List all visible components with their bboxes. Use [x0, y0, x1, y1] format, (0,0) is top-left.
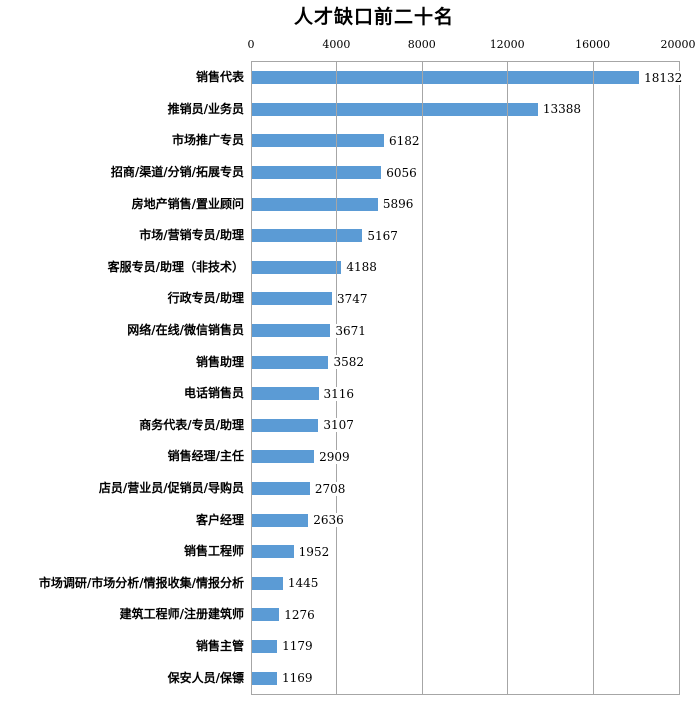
bar-rows: 18132 13388 6182 6056 5896 5167 4188 3747 3671 35…	[252, 62, 683, 694]
category-label: 商务代表/专员/助理	[139, 417, 244, 432]
bar-row: 3107	[252, 410, 679, 442]
bar[interactable]	[252, 292, 332, 306]
category-label: 房地产销售/置业顾问	[131, 196, 244, 211]
x-axis-tick-label: 8000	[407, 38, 436, 51]
category-label: 销售主管	[195, 638, 244, 653]
value-label: 1952	[298, 544, 330, 559]
value-label: 3582	[333, 355, 365, 370]
category-label: 客服专员/助理（非技术）	[107, 259, 244, 274]
bar[interactable]	[252, 166, 382, 180]
value-label: 5167	[367, 228, 398, 243]
bar[interactable]	[252, 545, 294, 559]
category-label: 店员/营业员/促销员/导购员	[98, 481, 244, 496]
bar-row: 6182	[252, 125, 679, 157]
bar[interactable]	[252, 608, 280, 622]
value-label: 2909	[319, 449, 350, 464]
value-label: 3107	[323, 418, 354, 433]
category-axis: 销售代表推销员/业务员 市场推广专员招商/渠道/分销/拓展专员房地产销售/置业顾问…	[0, 61, 245, 693]
value-label: 4188	[346, 260, 377, 275]
x-axis: 0 4000 8000 12000 16000 20000	[247, 38, 695, 53]
value-label: 5896	[382, 197, 414, 212]
bar[interactable]	[252, 324, 331, 338]
value-label: 1445	[287, 576, 319, 591]
x-axis-tick-label: 16000	[575, 38, 611, 51]
value-label: 1169	[281, 671, 313, 686]
value-label: 1179	[282, 639, 313, 654]
category-label: 招商/渠道/分销/拓展专员	[110, 165, 244, 180]
bar[interactable]	[252, 197, 378, 211]
bar[interactable]	[252, 418, 319, 432]
bar-row: 5896	[252, 188, 679, 220]
gridline	[421, 62, 423, 694]
bar-row: 3671	[252, 315, 679, 347]
value-label: 3747	[336, 291, 368, 306]
value-label: 2636	[313, 513, 344, 528]
category-label: 市场/营销专员/助理	[139, 228, 244, 243]
value-label: 18132	[644, 70, 683, 85]
value-label: 3671	[335, 323, 366, 338]
bar-row: 5167	[252, 220, 679, 252]
value-label: 1276	[284, 607, 315, 622]
bar[interactable]	[252, 482, 310, 496]
category-label: 市场调研/市场分析/情报收集/情报分析	[38, 575, 244, 590]
bar[interactable]	[252, 229, 363, 243]
category-label: 销售助理	[195, 354, 244, 369]
bar-row: 2909	[252, 441, 679, 473]
category-label: 销售代表	[195, 70, 244, 85]
bar[interactable]	[252, 102, 538, 116]
value-label: 2708	[314, 481, 346, 496]
bar[interactable]	[252, 513, 309, 527]
x-axis-tick-label: 4000	[322, 38, 351, 51]
category-label: 建筑工程师/注册建筑师	[119, 607, 244, 622]
bar[interactable]	[252, 260, 342, 274]
bar-row: 2636	[252, 504, 679, 536]
category-label: 网络/在线/微信销售员	[127, 323, 244, 338]
bar-row: 1952	[252, 536, 679, 568]
bar[interactable]	[252, 576, 283, 590]
bar-row: 4188	[252, 252, 679, 284]
bar[interactable]	[252, 134, 384, 148]
bar-row: 1169	[252, 662, 679, 694]
bar-row: 1179	[252, 631, 679, 663]
category-label: 保安人员/保镖	[167, 670, 244, 685]
category-label: 行政专员/助理	[167, 291, 244, 306]
value-label: 13388	[542, 102, 582, 117]
category-label: 销售经理/主任	[167, 449, 244, 464]
bar-row: 3582	[252, 346, 679, 378]
plot-area: 18132 13388 6182 6056 5896 5167 4188 3747 3671 35…	[251, 61, 683, 695]
category-label: 客户经理	[195, 512, 244, 527]
value-label: 6182	[388, 133, 420, 148]
bar-row: 1445	[252, 568, 679, 600]
bar[interactable]	[252, 355, 329, 369]
bar[interactable]	[252, 450, 315, 464]
category-label: 市场推广专员	[171, 133, 244, 148]
x-axis-tick-label: 20000	[660, 38, 695, 51]
bar[interactable]	[252, 387, 319, 401]
bar-row: 3747	[252, 283, 679, 315]
bar-row: 2708	[252, 473, 679, 505]
gridline	[336, 62, 338, 694]
chart-title: 人才缺口前二十名	[293, 6, 454, 28]
category-label: 推销员/业务员	[167, 101, 244, 116]
bar-row: 1276	[252, 599, 679, 631]
x-axis-tick-label: 12000	[489, 38, 525, 51]
bar[interactable]	[252, 71, 640, 85]
x-axis-tick-label: 0	[247, 38, 255, 51]
gridline	[507, 62, 509, 694]
category-label: 电话销售员	[183, 386, 244, 401]
bar-row: 18132	[252, 62, 683, 94]
bar-row: 6056	[252, 157, 679, 189]
gridline	[592, 62, 594, 694]
bar-row: 3116	[252, 378, 679, 410]
bar-row: 13388	[252, 94, 679, 126]
bar[interactable]	[252, 639, 278, 653]
value-label: 6056	[386, 165, 417, 180]
value-label: 3116	[323, 386, 355, 401]
bar[interactable]	[252, 671, 277, 685]
category-label: 销售工程师	[183, 544, 244, 559]
